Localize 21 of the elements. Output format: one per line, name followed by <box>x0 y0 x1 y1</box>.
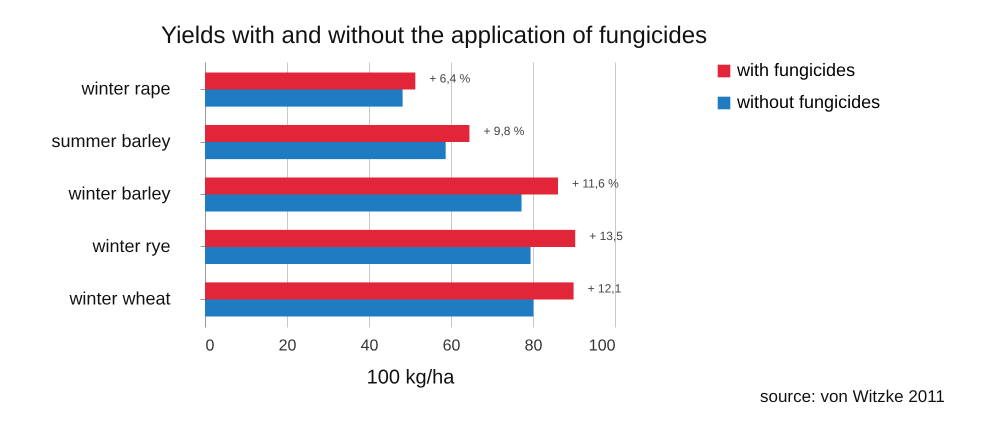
annotation: + 11,6 % <box>572 176 620 190</box>
x-axis-title: 100 kg/ha <box>366 366 456 388</box>
x-tick-label: 100 <box>588 338 616 354</box>
x-tick-label: 0 <box>206 338 214 354</box>
legend-label: with fungicides <box>736 60 856 80</box>
annotation: + 9,8 % <box>483 124 525 138</box>
annotation: + 13,5 <box>589 228 624 243</box>
legend-label: without fungicides <box>736 92 880 112</box>
x-tick-label: 40 <box>360 338 378 354</box>
annotation: + 6,4 % <box>429 72 471 86</box>
x-tick-label: 60 <box>442 338 460 354</box>
annotation: + 12,1 <box>588 281 622 296</box>
source-note: source: von Witzke 2011 <box>760 387 945 406</box>
y-tick-label: winter wheat <box>68 288 170 308</box>
chart-title: Yields with and without the application of fungicides <box>160 22 708 49</box>
x-tick-label: 80 <box>524 338 542 354</box>
y-tick-label: winter barley <box>67 184 170 204</box>
y-tick-label: summer barley <box>51 131 170 152</box>
y-tick-label: winter rape <box>80 78 170 99</box>
y-tick-label: winter rye <box>91 236 170 256</box>
x-tick-label: 20 <box>278 338 296 354</box>
